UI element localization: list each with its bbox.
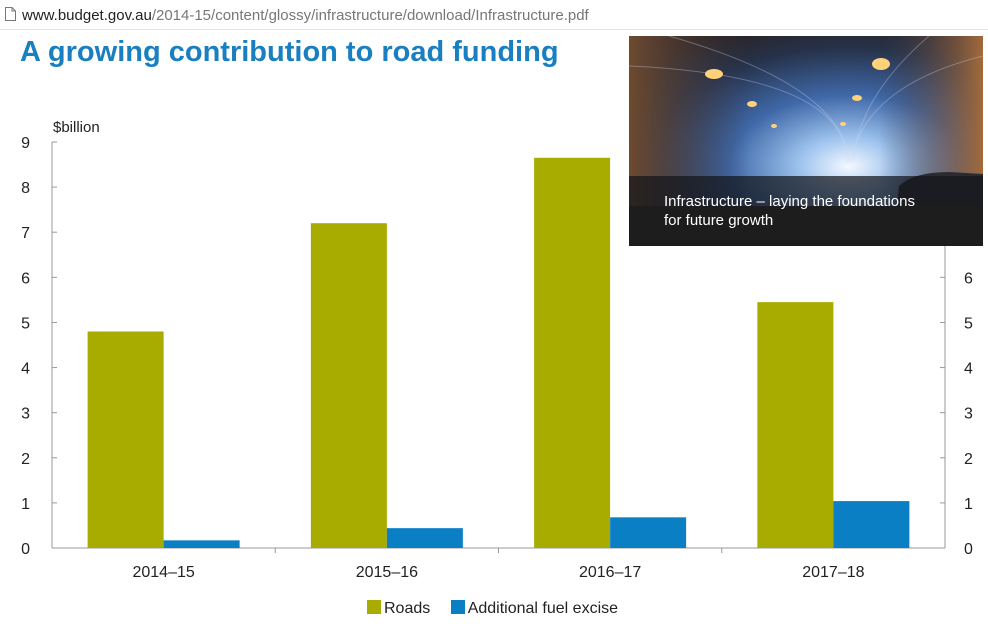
y-tick-label-left-5: 5 <box>21 315 30 332</box>
promo-caption: Infrastructure – laying the foundations … <box>629 176 983 246</box>
y-tick-label-right-4: 4 <box>964 361 973 378</box>
y-tick-label-left-8: 8 <box>21 180 30 197</box>
y-axis-unit-label: $billion <box>53 119 100 136</box>
x-tick-label-2: 2016–17 <box>579 564 641 581</box>
legend-item-fuel-excise: Additional fuel excise <box>450 600 619 618</box>
x-tick-label-0: 2014–15 <box>132 564 194 581</box>
x-tick-label-1: 2015–16 <box>356 564 418 581</box>
promo-banner[interactable]: Infrastructure – laying the foundations … <box>629 36 983 246</box>
x-tick-label-3: 2017–18 <box>802 564 864 581</box>
legend-item-roads: Roads <box>367 600 430 618</box>
legend-label-fuel-excise: Additional fuel excise <box>467 600 619 617</box>
legend-label-roads: Roads <box>384 600 431 617</box>
bar-fuel-excise-2 <box>610 517 687 548</box>
bar-roads-0 <box>87 331 164 548</box>
y-tick-label-left-6: 6 <box>21 270 30 287</box>
url-path: /2014-15/content/glossy/infrastructure/d… <box>151 7 589 24</box>
y-tick-label-right-0: 0 <box>964 541 973 558</box>
promo-caption-line-1: Infrastructure – laying the foundations <box>664 193 915 210</box>
url-domain: www.budget.gov.au <box>22 7 152 24</box>
bar-roads-1 <box>310 223 387 548</box>
y-tick-label-left-0: 0 <box>21 541 30 558</box>
y-tick-label-right-2: 2 <box>964 451 973 468</box>
y-tick-label-right-3: 3 <box>964 406 973 423</box>
legend-swatch-roads <box>367 600 381 614</box>
y-tick-label-left-2: 2 <box>21 451 30 468</box>
y-tick-label-left-7: 7 <box>21 225 30 242</box>
promo-caption-line-2: for future growth <box>664 212 774 229</box>
bar-fuel-excise-3 <box>833 501 910 548</box>
page-icon <box>5 7 16 21</box>
bar-fuel-excise-0 <box>163 540 240 548</box>
chart-title: A growing contribution to road funding <box>20 36 559 68</box>
y-tick-label-left-3: 3 <box>21 406 30 423</box>
url-text[interactable]: www.budget.gov.au/2014-15/content/glossy… <box>22 7 589 24</box>
y-tick-label-left-9: 9 <box>21 135 30 152</box>
bar-fuel-excise-1 <box>386 528 463 548</box>
y-tick-label-right-5: 5 <box>964 315 973 332</box>
legend: Roads Additional fuel excise <box>367 600 634 620</box>
y-tick-label-left-4: 4 <box>21 361 30 378</box>
bar-roads-3 <box>757 302 834 548</box>
y-tick-label-right-6: 6 <box>964 270 973 287</box>
y-tick-label-right-1: 1 <box>964 496 973 513</box>
address-bar[interactable]: www.budget.gov.au/2014-15/content/glossy… <box>0 0 988 30</box>
bar-roads-2 <box>534 157 611 549</box>
y-tick-label-left-1: 1 <box>21 496 30 513</box>
legend-swatch-fuel-excise <box>450 600 465 614</box>
